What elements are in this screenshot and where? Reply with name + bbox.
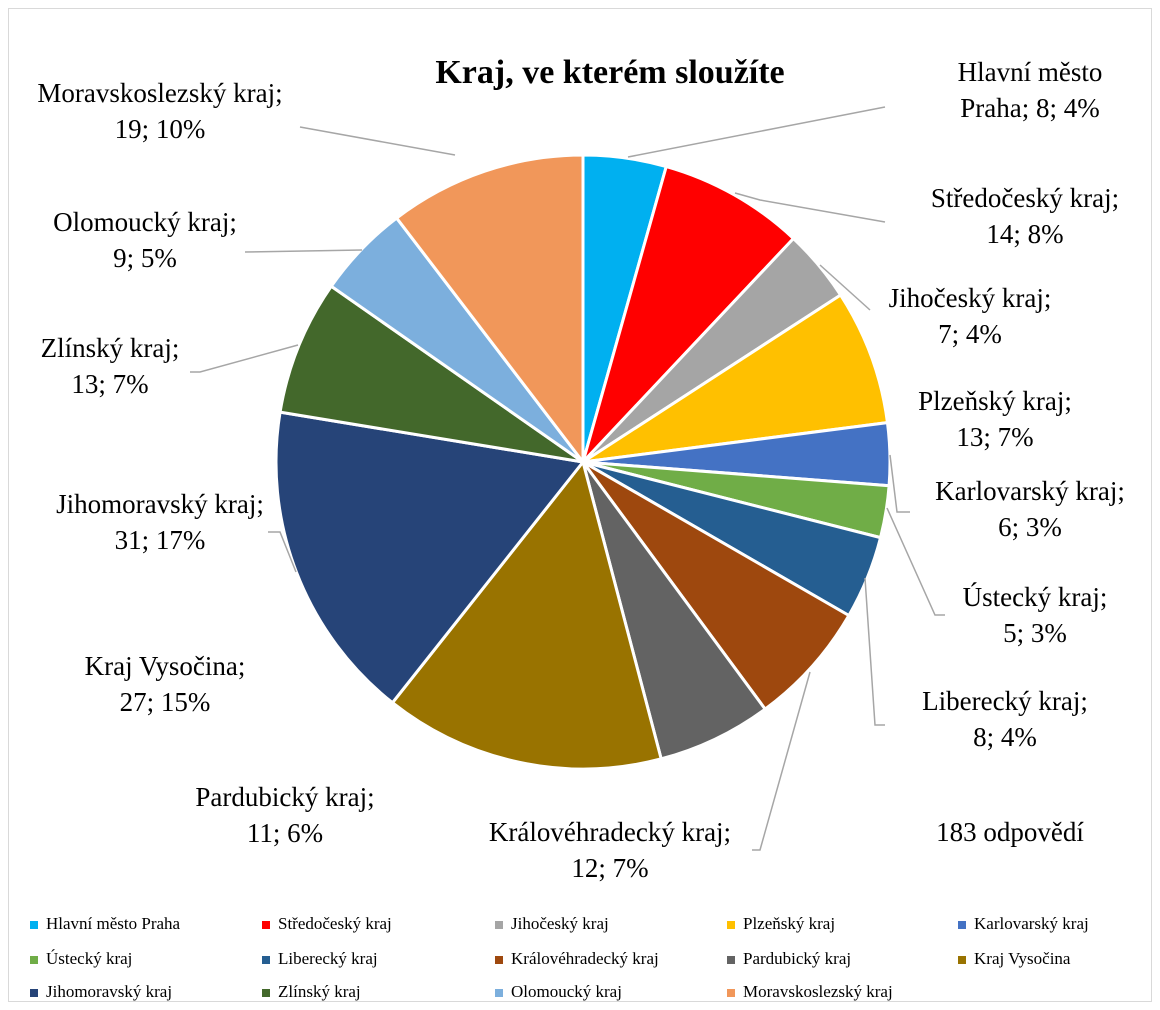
data-label: 19; 10% <box>115 114 206 144</box>
legend-swatch <box>958 921 966 929</box>
legend-label: Jihočeský kraj <box>511 914 609 933</box>
data-label: Středočeský kraj; <box>931 183 1119 213</box>
pie-slice <box>581 460 851 712</box>
legend-swatch <box>30 989 38 997</box>
leader-line <box>190 344 299 373</box>
leader-line <box>268 531 297 573</box>
leader-line <box>886 507 945 616</box>
data-label: Karlovarský kraj; <box>935 476 1125 506</box>
leader-line <box>889 454 910 513</box>
data-label: 13; 7% <box>956 422 1033 452</box>
legend-label: Plzeňský kraj <box>743 914 835 933</box>
legend-label: Kraj Vysočina <box>974 949 1071 968</box>
legend-label: Pardubický kraj <box>743 949 851 968</box>
data-label: Jihočeský kraj; <box>889 283 1052 313</box>
data-label: Královéhradecký kraj; <box>489 817 731 847</box>
legend-swatch <box>495 989 503 997</box>
data-label: 8; 4% <box>973 722 1037 752</box>
annotation: 183 odpovědí <box>936 817 1084 847</box>
data-label: 13; 7% <box>71 369 148 399</box>
data-label: 9; 5% <box>113 243 177 273</box>
legend-swatch <box>262 921 270 929</box>
legend-swatch <box>30 921 38 929</box>
data-label: Hlavní město <box>958 57 1103 87</box>
leader-line <box>299 126 456 156</box>
pie-slice <box>274 410 586 705</box>
data-label: 11; 6% <box>247 818 323 848</box>
leader-line <box>864 577 885 726</box>
data-label: 5; 3% <box>1003 618 1067 648</box>
legend-swatch <box>727 956 735 964</box>
data-label: Praha; 8; 4% <box>960 93 1099 123</box>
data-label: 14; 8% <box>986 219 1063 249</box>
data-label: Ústecký kraj; <box>963 582 1108 612</box>
data-label: Zlínský kraj; <box>41 333 180 363</box>
legend-swatch <box>727 989 735 997</box>
legend-swatch <box>30 956 38 964</box>
pie-slice <box>582 292 890 464</box>
legend-swatch <box>958 956 966 964</box>
legend-label: Královéhradecký kraj <box>511 949 659 968</box>
legend-swatch <box>727 921 735 929</box>
legend-label: Karlovarský kraj <box>974 914 1089 933</box>
legend-label: Jihomoravský kraj <box>46 982 172 1001</box>
legend-label: Hlavní město Praha <box>46 914 181 933</box>
data-label: Liberecký kraj; <box>922 686 1088 716</box>
legend-swatch <box>495 956 503 964</box>
leader-line <box>752 671 811 851</box>
pie-slice <box>390 458 664 771</box>
data-label: Moravskoslezský kraj; <box>37 78 282 108</box>
leader-line <box>627 106 886 158</box>
legend-label: Liberecký kraj <box>278 949 378 968</box>
data-label: Pardubický kraj; <box>195 782 374 812</box>
leader-line <box>244 249 363 253</box>
data-label: Jihomoravský kraj; <box>56 489 264 519</box>
legend-label: Středočeský kraj <box>278 914 392 933</box>
data-label: 27; 15% <box>120 687 211 717</box>
data-label: Olomoucký kraj; <box>53 207 237 237</box>
data-label: 31; 17% <box>115 525 206 555</box>
pie-slice <box>581 164 796 464</box>
legend-swatch <box>262 956 270 964</box>
data-label: 7; 4% <box>938 319 1002 349</box>
legend-swatch <box>495 921 503 929</box>
legend-label: Moravskoslezský kraj <box>743 982 893 1001</box>
leader-line <box>734 192 886 223</box>
chart-title: Kraj, ve kterém sloužíte <box>435 54 784 91</box>
data-label: Kraj Vysočina; <box>85 651 246 681</box>
legend-label: Zlínský kraj <box>278 982 361 1001</box>
legend-label: Ústecký kraj <box>46 949 132 968</box>
legend-swatch <box>262 989 270 997</box>
data-label: 6; 3% <box>998 512 1062 542</box>
pie-slice <box>394 153 585 467</box>
pie-slice <box>278 284 584 464</box>
leader-line <box>819 264 871 311</box>
data-label: Plzeňský kraj; <box>918 386 1072 416</box>
data-label: 12; 7% <box>571 853 648 883</box>
legend-label: Olomoucký kraj <box>511 982 622 1001</box>
